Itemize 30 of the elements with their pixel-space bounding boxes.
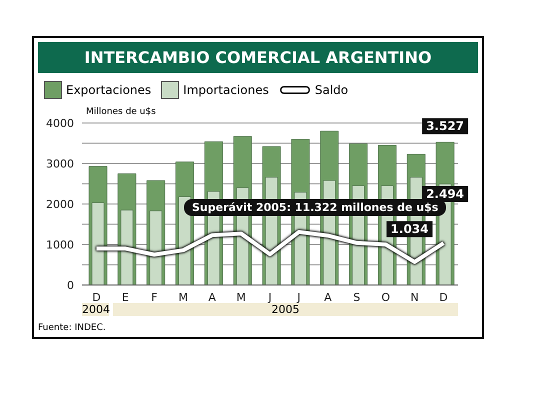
y-tick-label: 1000 — [46, 238, 74, 252]
data-label: 3.527 — [426, 119, 464, 134]
text: 2005 — [112, 303, 458, 316]
x-tick-label: O — [381, 290, 390, 304]
x-tick-label: M — [178, 290, 188, 304]
data-label: 2.494 — [426, 186, 464, 201]
x-tick-label: A — [208, 290, 216, 304]
x-tick-label: D — [439, 290, 448, 304]
legend-label: Exportaciones — [66, 83, 152, 97]
x-tick-label: S — [353, 290, 360, 304]
x-tick-label: J — [267, 290, 272, 304]
y-tick-label: 4000 — [46, 116, 74, 130]
data-label: 1.034 — [390, 222, 429, 236]
x-tick-label: D — [92, 290, 101, 304]
x-tick-label: A — [324, 290, 332, 304]
y-tick-label: 3000 — [46, 157, 74, 170]
x-tick-label: J — [296, 290, 301, 304]
x-tick-label: F — [151, 290, 158, 304]
x-tick-label: E — [122, 290, 129, 304]
y-axis-title: Millones de u$s — [86, 107, 156, 117]
source-note: Fuente: INDEC. — [37, 322, 107, 333]
annotation: Superávit 2005: 11.322 millones de u$s — [184, 199, 446, 216]
text: 2004 — [82, 303, 110, 316]
y-tick-label: 0 — [67, 278, 74, 292]
x-tick-label: N — [410, 290, 419, 304]
y-tick-label: 2000 — [46, 198, 74, 211]
x-tick-label: M — [236, 290, 246, 304]
chart-title: INTERCAMBIO COMERCIAL ARGENTINO — [38, 42, 478, 73]
legend-label: Saldo — [314, 83, 348, 97]
legend-label: Importaciones — [183, 83, 269, 97]
